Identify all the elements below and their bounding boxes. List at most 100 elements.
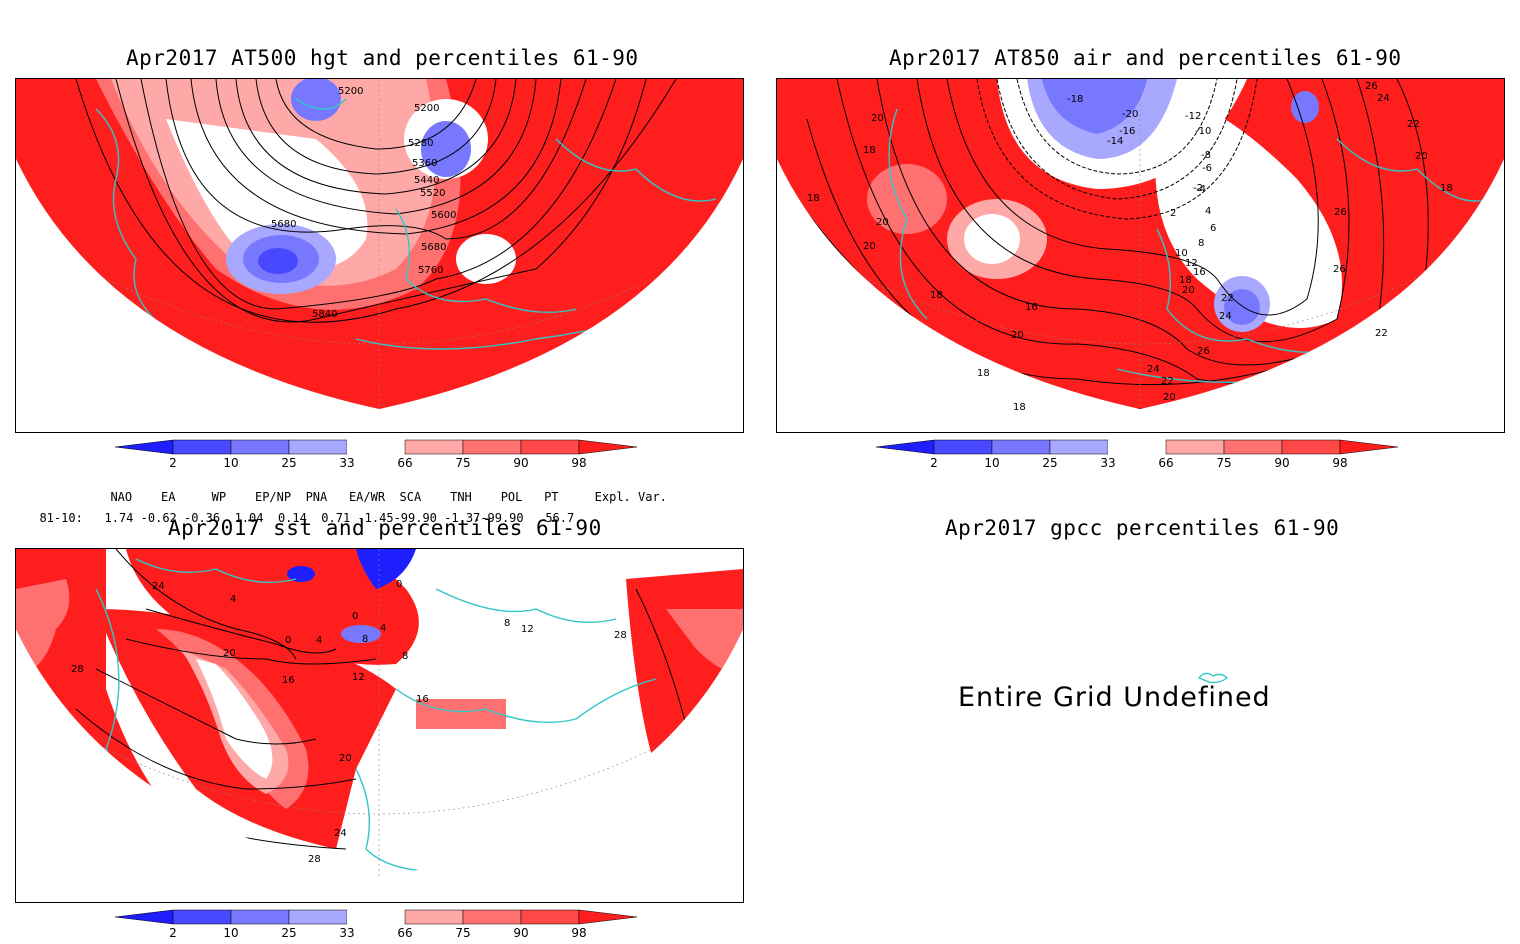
colorbar-tick-label: 33 <box>1100 456 1115 470</box>
air-contour-label: -4 <box>1196 184 1206 195</box>
colorbar-swatch <box>1223 439 1283 455</box>
sst-contour-label: 28 <box>614 630 627 641</box>
sst-labrador-cold <box>341 625 381 643</box>
air-contour-label: -10 <box>1195 126 1211 137</box>
colorbar-swatch <box>1165 439 1225 455</box>
air-contour-label: 22 <box>1407 119 1420 130</box>
colorbar-swatch <box>933 439 993 455</box>
colorbar-left-arrow <box>875 439 935 455</box>
air-contour-label: 20 <box>1415 151 1428 162</box>
hgt-atlantic-low-core <box>258 248 298 274</box>
index-value: 56.7 <box>545 511 575 525</box>
sst-contour-label: 4 <box>230 594 236 605</box>
hgt-contours <box>75 79 677 323</box>
sst-contour-label: 8 <box>402 651 408 662</box>
colorbar-tick-label: 25 <box>281 926 296 940</box>
index-value: -99.90 <box>480 511 524 525</box>
air-contour-label: 18 <box>1013 402 1026 413</box>
colorbar-tick-label: 2 <box>169 926 177 940</box>
sst-pacific-moderate <box>16 579 70 679</box>
air-contour-label: 24 <box>1147 364 1160 375</box>
index-name: EP/NP <box>254 490 292 504</box>
indices-header: NAO EA WP EP/NP PNA EA/WR SCA TNH POL PT… <box>96 476 667 504</box>
hgt-colorbar: 2 10 25 33 66 75 90 98 <box>114 438 645 470</box>
air-contour-label: 20 <box>863 241 876 252</box>
air-contour-label: 10 <box>1175 248 1188 259</box>
index-value: -99.90 <box>393 511 437 525</box>
colorbar-tick-label: 10 <box>223 926 238 940</box>
air-arctic-cold-core <box>1042 79 1147 134</box>
index-value: -0.36 <box>184 511 221 525</box>
air-contour-label: -8 <box>1201 150 1211 161</box>
colorbar-tick-label: 90 <box>1274 456 1289 470</box>
colorbar-swatch <box>1049 439 1109 455</box>
colorbar-swatch <box>172 439 232 455</box>
air-contour-label: 18 <box>1440 183 1453 194</box>
index-name: PNA <box>305 490 328 504</box>
colorbar-tick-label: 98 <box>571 926 586 940</box>
colorbar-swatch <box>462 909 522 925</box>
colorbar-tick-label: 10 <box>223 456 238 470</box>
colorbar-swatch <box>462 439 522 455</box>
hgt-contour-label: 5760 <box>418 265 443 276</box>
index-name: EA/WR <box>348 490 386 504</box>
gpcc-coast-fragment <box>1197 672 1229 684</box>
air-contour-label: 20 <box>871 113 884 124</box>
colorbar-tick-label: 25 <box>281 456 296 470</box>
air-contour-label: 24 <box>1377 93 1390 104</box>
colorbar-swatch <box>230 439 290 455</box>
hgt-contour-label: 5680 <box>271 219 296 230</box>
colorbar-tick-label: 2 <box>169 456 177 470</box>
air-contour-label: -14 <box>1107 136 1123 147</box>
colorbar-swatch <box>520 439 580 455</box>
colorbar-tick-label: 75 <box>1216 456 1231 470</box>
index-name: NAO <box>110 490 133 504</box>
colorbar-left-arrow <box>114 439 174 455</box>
air-labrador-moderate <box>867 164 947 234</box>
colorbar-swatch <box>1281 439 1341 455</box>
colorbar-tick-label: 75 <box>455 926 470 940</box>
colorbar-swatch <box>991 439 1051 455</box>
air-contour-label: 26 <box>1334 207 1347 218</box>
air-contour-label: 4 <box>1205 206 1211 217</box>
air-contour-label: 18 <box>807 193 820 204</box>
colorbar-tick-label: 98 <box>571 456 586 470</box>
sst-graticule <box>16 549 743 879</box>
air-contour-label: 26 <box>1365 81 1378 92</box>
sst-contour-label: 24 <box>152 581 165 592</box>
sst-contour-labels: 24 4 0 20 16 4 0 4 8 12 8 16 20 24 28 28… <box>71 579 627 865</box>
colorbar-tick-label: 25 <box>1042 456 1057 470</box>
sst-map: 24 4 0 20 16 4 0 4 8 12 8 16 20 24 28 28… <box>16 549 743 879</box>
colorbar-tick-label: 33 <box>339 456 354 470</box>
air-siberia-cold <box>1291 91 1319 123</box>
index-value: -1.45 <box>357 511 394 525</box>
index-value: -0.62 <box>140 511 177 525</box>
hgt-title: Apr2017 AT500 hgt and percentiles 61-90 <box>126 46 639 70</box>
sst-map-panel: 24 4 0 20 16 4 0 4 8 12 8 16 20 24 28 28… <box>15 548 744 903</box>
air-colorbar: 2 10 25 33 66 75 90 98 <box>875 438 1406 470</box>
hgt-contour-label: 5520 <box>420 188 445 199</box>
sst-contour-label: 24 <box>334 828 347 839</box>
air-colorbar-graphic: 2 10 25 33 66 75 90 98 <box>875 439 1399 470</box>
air-contour-label: 20 <box>876 217 889 228</box>
air-contour-label: 16 <box>1193 267 1206 278</box>
air-contour-label: -6 <box>1202 163 1212 174</box>
hgt-contour-label: 5680 <box>421 242 446 253</box>
index-name: Expl. Var. <box>594 490 667 504</box>
air-map: -18 -20 -16 -14 -12 -10 -8 -6 -4 -2 2 4 … <box>777 79 1504 413</box>
air-contour-label: 20 <box>1182 285 1195 296</box>
hgt-map-panel: 5200 5200 5280 5360 5440 5520 5600 5680 … <box>15 78 744 433</box>
index-value: 0.71 <box>321 511 351 525</box>
air-contour-label: 18 <box>1179 275 1192 286</box>
sst-contour-label: 20 <box>339 753 352 764</box>
sst-colorbar: 2 10 25 33 66 75 90 98 <box>114 908 645 940</box>
sst-contour-label: 28 <box>71 664 84 675</box>
air-contour-labels: -18 -20 -16 -14 -12 -10 -8 -6 -4 -2 2 4 … <box>807 81 1453 413</box>
sst-east-pacific-moderate <box>666 609 743 679</box>
air-contour-label: 24 <box>1219 311 1232 322</box>
index-name: EA <box>161 490 176 504</box>
index-name: POL <box>500 490 523 504</box>
hgt-graticule <box>16 79 743 409</box>
air-contour-label: 12 <box>1185 258 1198 269</box>
index-name: WP <box>211 490 227 504</box>
